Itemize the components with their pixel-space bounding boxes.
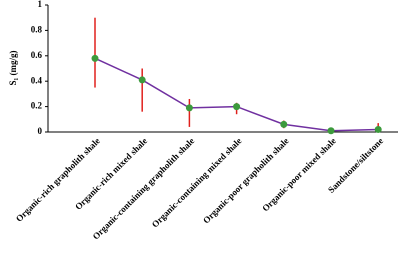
y-tick-label: 0.6 <box>31 50 43 60</box>
y-tick-label: 1 <box>38 0 43 9</box>
marker <box>138 76 146 84</box>
y-tick-label: 0.8 <box>31 24 43 34</box>
line <box>94 57 379 132</box>
y-axis-label: S₁ (mg/g) <box>8 51 18 86</box>
marker <box>91 54 99 62</box>
marker <box>280 120 288 128</box>
x-tick-label: Organic-rich grapholith shale <box>14 136 102 224</box>
marker <box>327 127 335 135</box>
x-tick-label: Organic-containing mixed shale <box>150 136 244 230</box>
x-tick-label: Organic-poor grapholith shale <box>201 136 291 226</box>
x-tick-label: Organic-containing grapholith shale <box>91 136 197 242</box>
marker <box>185 104 193 112</box>
y-tick-label: 0 <box>38 126 43 136</box>
y-tick-label: 0.2 <box>31 101 43 111</box>
marker <box>374 125 382 133</box>
y-tick-label: 0.4 <box>31 75 43 85</box>
marker <box>233 103 241 111</box>
